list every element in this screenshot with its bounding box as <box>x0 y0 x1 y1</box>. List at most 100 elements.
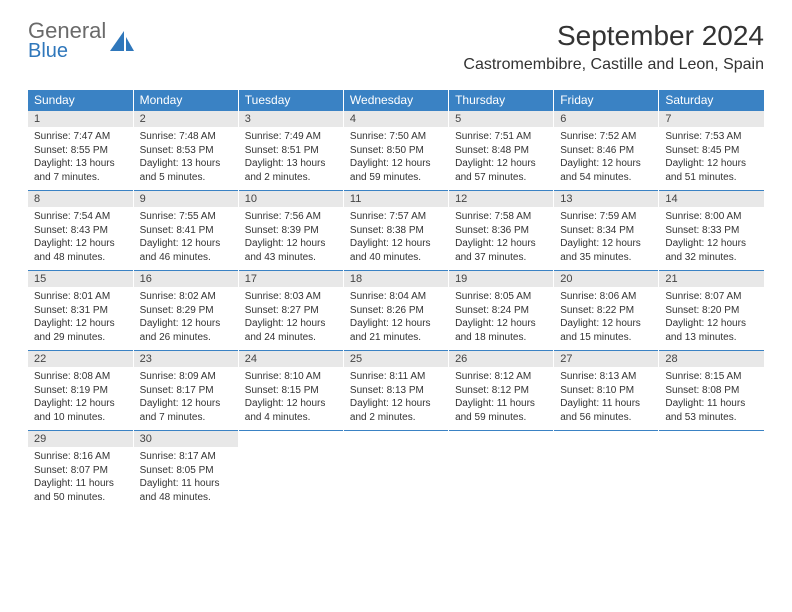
sunrise-text: Sunrise: 8:07 AM <box>665 290 758 304</box>
weekday-header: Thursday <box>449 90 554 110</box>
empty-day <box>554 430 658 446</box>
sunset-text: Sunset: 8:29 PM <box>140 304 232 318</box>
day-details: Sunrise: 7:52 AMSunset: 8:46 PMDaylight:… <box>554 127 658 190</box>
empty-day <box>449 430 553 446</box>
day-details: Sunrise: 8:12 AMSunset: 8:12 PMDaylight:… <box>449 367 553 430</box>
calendar-table: Sunday Monday Tuesday Wednesday Thursday… <box>28 90 764 510</box>
day-number: 15 <box>28 270 133 287</box>
calendar-day-cell: 27Sunrise: 8:13 AMSunset: 8:10 PMDayligh… <box>554 350 659 430</box>
daylight-text: Daylight: 12 hours and 10 minutes. <box>34 397 127 424</box>
sunrise-text: Sunrise: 7:56 AM <box>245 210 337 224</box>
daylight-text: Daylight: 11 hours and 59 minutes. <box>455 397 547 424</box>
day-details: Sunrise: 8:09 AMSunset: 8:17 PMDaylight:… <box>134 367 238 430</box>
logo-text-blue: Blue <box>28 41 106 61</box>
day-number: 9 <box>134 190 238 207</box>
sunset-text: Sunset: 8:46 PM <box>560 144 652 158</box>
calendar-day-cell: 21Sunrise: 8:07 AMSunset: 8:20 PMDayligh… <box>659 270 764 350</box>
sunset-text: Sunset: 8:26 PM <box>350 304 442 318</box>
day-number: 20 <box>554 270 658 287</box>
day-number: 6 <box>554 110 658 127</box>
daylight-text: Daylight: 12 hours and 7 minutes. <box>140 397 232 424</box>
calendar-day-cell: 16Sunrise: 8:02 AMSunset: 8:29 PMDayligh… <box>133 270 238 350</box>
logo-text-block: General Blue <box>28 20 106 61</box>
sunset-text: Sunset: 8:24 PM <box>455 304 547 318</box>
day-number: 27 <box>554 350 658 367</box>
day-number: 17 <box>239 270 343 287</box>
sunset-text: Sunset: 8:34 PM <box>560 224 652 238</box>
calendar-day-cell: 3Sunrise: 7:49 AMSunset: 8:51 PMDaylight… <box>238 110 343 190</box>
calendar-day-cell: 22Sunrise: 8:08 AMSunset: 8:19 PMDayligh… <box>28 350 133 430</box>
day-details: Sunrise: 8:08 AMSunset: 8:19 PMDaylight:… <box>28 367 133 430</box>
day-details: Sunrise: 8:04 AMSunset: 8:26 PMDaylight:… <box>344 287 448 350</box>
calendar-day-cell: 15Sunrise: 8:01 AMSunset: 8:31 PMDayligh… <box>28 270 133 350</box>
logo-sail-icon <box>110 31 136 53</box>
calendar-day-cell: 14Sunrise: 8:00 AMSunset: 8:33 PMDayligh… <box>659 190 764 270</box>
day-details: Sunrise: 8:06 AMSunset: 8:22 PMDaylight:… <box>554 287 658 350</box>
sunrise-text: Sunrise: 8:17 AM <box>140 450 232 464</box>
sunset-text: Sunset: 8:53 PM <box>140 144 232 158</box>
day-details: Sunrise: 8:00 AMSunset: 8:33 PMDaylight:… <box>659 207 764 270</box>
calendar-day-cell: 8Sunrise: 7:54 AMSunset: 8:43 PMDaylight… <box>28 190 133 270</box>
day-details: Sunrise: 8:05 AMSunset: 8:24 PMDaylight:… <box>449 287 553 350</box>
sunrise-text: Sunrise: 7:53 AM <box>665 130 758 144</box>
day-number: 29 <box>28 430 133 447</box>
calendar-day-cell <box>659 430 764 510</box>
calendar-day-cell: 5Sunrise: 7:51 AMSunset: 8:48 PMDaylight… <box>449 110 554 190</box>
month-title: September 2024 <box>463 20 764 52</box>
daylight-text: Daylight: 12 hours and 18 minutes. <box>455 317 547 344</box>
day-number: 12 <box>449 190 553 207</box>
day-details: Sunrise: 7:49 AMSunset: 8:51 PMDaylight:… <box>239 127 343 190</box>
daylight-text: Daylight: 12 hours and 32 minutes. <box>665 237 758 264</box>
daylight-text: Daylight: 12 hours and 29 minutes. <box>34 317 127 344</box>
daylight-text: Daylight: 12 hours and 59 minutes. <box>350 157 442 184</box>
calendar-day-cell: 28Sunrise: 8:15 AMSunset: 8:08 PMDayligh… <box>659 350 764 430</box>
sunset-text: Sunset: 8:13 PM <box>350 384 442 398</box>
daylight-text: Daylight: 12 hours and 24 minutes. <box>245 317 337 344</box>
calendar-day-cell: 18Sunrise: 8:04 AMSunset: 8:26 PMDayligh… <box>343 270 448 350</box>
calendar-day-cell: 4Sunrise: 7:50 AMSunset: 8:50 PMDaylight… <box>343 110 448 190</box>
header: General Blue September 2024 Castromembib… <box>0 0 792 80</box>
sunset-text: Sunset: 8:43 PM <box>34 224 127 238</box>
sunrise-text: Sunrise: 8:10 AM <box>245 370 337 384</box>
calendar-week-row: 22Sunrise: 8:08 AMSunset: 8:19 PMDayligh… <box>28 350 764 430</box>
sunset-text: Sunset: 8:08 PM <box>665 384 758 398</box>
calendar-day-cell <box>238 430 343 510</box>
sunset-text: Sunset: 8:19 PM <box>34 384 127 398</box>
day-details: Sunrise: 8:10 AMSunset: 8:15 PMDaylight:… <box>239 367 343 430</box>
calendar-day-cell <box>554 430 659 510</box>
sunrise-text: Sunrise: 8:01 AM <box>34 290 127 304</box>
sunrise-text: Sunrise: 8:03 AM <box>245 290 337 304</box>
sunset-text: Sunset: 8:36 PM <box>455 224 547 238</box>
sunset-text: Sunset: 8:20 PM <box>665 304 758 318</box>
day-number: 14 <box>659 190 764 207</box>
day-number: 1 <box>28 110 133 127</box>
calendar-day-cell: 19Sunrise: 8:05 AMSunset: 8:24 PMDayligh… <box>449 270 554 350</box>
weekday-header: Saturday <box>659 90 764 110</box>
sunset-text: Sunset: 8:22 PM <box>560 304 652 318</box>
daylight-text: Daylight: 12 hours and 21 minutes. <box>350 317 442 344</box>
day-number: 4 <box>344 110 448 127</box>
sunrise-text: Sunrise: 7:49 AM <box>245 130 337 144</box>
day-number: 24 <box>239 350 343 367</box>
daylight-text: Daylight: 12 hours and 54 minutes. <box>560 157 652 184</box>
weekday-header: Friday <box>554 90 659 110</box>
sunrise-text: Sunrise: 7:57 AM <box>350 210 442 224</box>
day-details: Sunrise: 7:57 AMSunset: 8:38 PMDaylight:… <box>344 207 448 270</box>
day-details: Sunrise: 7:56 AMSunset: 8:39 PMDaylight:… <box>239 207 343 270</box>
daylight-text: Daylight: 11 hours and 56 minutes. <box>560 397 652 424</box>
daylight-text: Daylight: 12 hours and 2 minutes. <box>350 397 442 424</box>
sunset-text: Sunset: 8:10 PM <box>560 384 652 398</box>
calendar-week-row: 29Sunrise: 8:16 AMSunset: 8:07 PMDayligh… <box>28 430 764 510</box>
calendar-week-row: 8Sunrise: 7:54 AMSunset: 8:43 PMDaylight… <box>28 190 764 270</box>
sunset-text: Sunset: 8:39 PM <box>245 224 337 238</box>
daylight-text: Daylight: 11 hours and 48 minutes. <box>140 477 232 504</box>
empty-day <box>239 430 343 446</box>
calendar-day-cell: 20Sunrise: 8:06 AMSunset: 8:22 PMDayligh… <box>554 270 659 350</box>
sunset-text: Sunset: 8:33 PM <box>665 224 758 238</box>
sunset-text: Sunset: 8:48 PM <box>455 144 547 158</box>
calendar-day-cell: 25Sunrise: 8:11 AMSunset: 8:13 PMDayligh… <box>343 350 448 430</box>
day-number: 10 <box>239 190 343 207</box>
sunset-text: Sunset: 8:15 PM <box>245 384 337 398</box>
calendar-day-cell: 10Sunrise: 7:56 AMSunset: 8:39 PMDayligh… <box>238 190 343 270</box>
sunset-text: Sunset: 8:50 PM <box>350 144 442 158</box>
